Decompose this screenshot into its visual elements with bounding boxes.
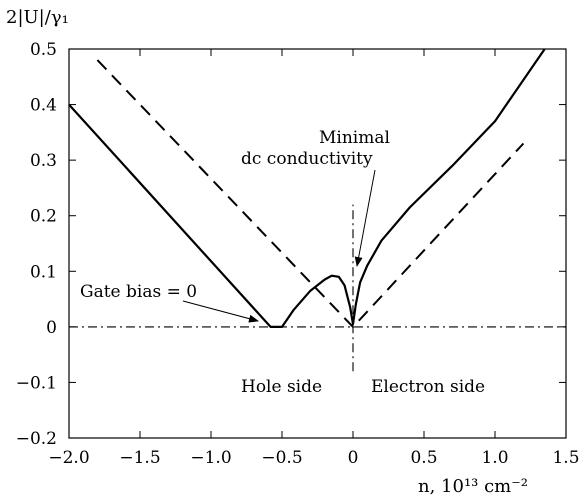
annotation-dc-conductivity: dc conductivity [241, 149, 373, 169]
annotation-hole-side: Hole side [241, 377, 322, 397]
y-tick-label: 0.4 [30, 96, 57, 116]
x-tick-label: 1.5 [552, 448, 579, 468]
y-axis-ticks: −0.2 −0.1 0 0.1 0.2 0.3 0.4 0.5 [16, 40, 566, 449]
y-tick-label: 0.5 [30, 40, 57, 60]
plot-frame [68, 48, 567, 439]
x-axis-ticks: −2.0 −1.5 −1.0 −0.5 0 0.5 1.0 1.5 [48, 49, 580, 468]
x-tick-label: −2.0 [48, 448, 89, 468]
y-tick-label: 0.2 [30, 207, 57, 227]
y-tick-label: −0.1 [16, 373, 57, 393]
x-tick-label: −1.0 [190, 448, 231, 468]
x-tick-label: −0.5 [261, 448, 302, 468]
y-tick-label: 0.3 [30, 151, 57, 171]
x-tick-label: 1.0 [481, 448, 508, 468]
annotation-electron-side: Electron side [371, 377, 485, 397]
series-layer [68, 48, 566, 372]
annotation-minimal-arrow [354, 169, 376, 267]
y-tick-label: −0.2 [16, 429, 57, 449]
x-axis-title: n, 10¹³ cm⁻² [418, 476, 528, 497]
annotation-gate-arrow [182, 300, 259, 323]
x-tick-label: 0 [348, 448, 359, 468]
x-tick-label: 0.5 [410, 448, 437, 468]
y-axis-title: 2|U|/γ₁ [6, 7, 69, 28]
x-tick-label: −1.5 [119, 448, 160, 468]
annotation-gate-bias: Gate bias = 0 [80, 282, 197, 302]
y-tick-label: 0 [46, 318, 57, 338]
series-line-solid [68, 48, 546, 328]
annotation-minimal: Minimal [319, 128, 390, 148]
y-tick-label: 0.1 [30, 262, 57, 282]
